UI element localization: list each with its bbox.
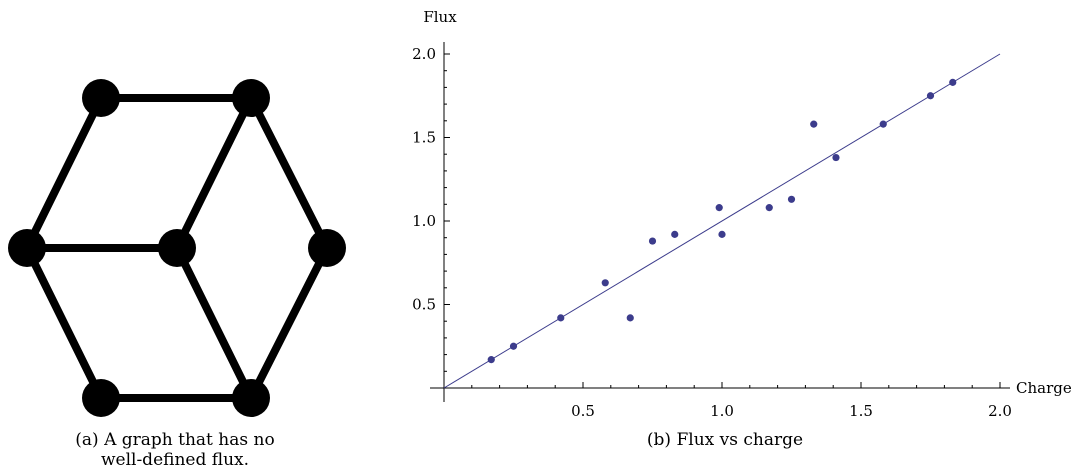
chart-fit-line-group: [443, 53, 1001, 389]
data-point: [949, 78, 957, 86]
y-tick-label: 1.0: [412, 212, 436, 230]
flux-vs-charge-chart: 0.5 1.0 1.5 2.0 0.5 1.0 1.5 2.0 Flux Charge: [412, 8, 1072, 420]
data-point: [601, 279, 609, 287]
caption-a-line1: (a) A graph that has no: [75, 430, 275, 450]
graph-node-top-left: [82, 79, 120, 117]
data-point: [926, 92, 935, 100]
caption-a-line2: well-defined flux.: [100, 450, 250, 470]
x-tick-label: 1.5: [849, 402, 873, 420]
data-point: [626, 314, 634, 322]
data-point: [832, 153, 840, 162]
chart-axes: [430, 42, 1010, 402]
graph-node-left: [8, 229, 46, 267]
graph-edge-top-right-center: [173, 94, 255, 252]
data-point: [557, 314, 565, 322]
graph-edge-center-bottom-right: [173, 244, 255, 402]
x-tick-label: 1.0: [710, 402, 734, 420]
graph-panel: [8, 79, 346, 417]
x-tick-label: 2.0: [988, 402, 1012, 420]
graph-node-top-right: [232, 79, 270, 117]
graph-edge-top-left-left: [23, 94, 105, 252]
graph-node-bottom-left: [82, 379, 120, 417]
data-point: [810, 120, 818, 128]
graph-node-bottom-right: [232, 379, 270, 417]
graph-node-center: [158, 229, 196, 267]
y-axis-title: Flux: [423, 8, 457, 26]
data-point: [648, 237, 657, 245]
chart-points: [487, 78, 957, 364]
graph-edge-right-bottom-right: [247, 244, 331, 402]
graph-edge-top-right-right: [247, 94, 331, 252]
data-point: [787, 195, 796, 203]
graph-node-right: [308, 229, 346, 267]
y-tick-label: 0.5: [412, 296, 436, 314]
x-tick-label: 0.5: [571, 402, 595, 420]
data-point: [765, 204, 773, 212]
caption-a: (a) A graph that has no well-defined flu…: [70, 430, 280, 470]
fit-line: [443, 53, 1001, 389]
data-point: [487, 356, 495, 364]
y-tick-label: 2.0: [412, 45, 436, 63]
data-point: [879, 120, 887, 128]
chart-ticks: 0.5 1.0 1.5 2.0 0.5 1.0 1.5 2.0: [412, 45, 1012, 420]
y-tick-label: 1.5: [412, 129, 436, 147]
x-axis-title: Charge: [1016, 379, 1072, 397]
caption-b: (b) Flux vs charge: [646, 430, 804, 450]
data-point: [718, 230, 726, 238]
data-point: [715, 204, 723, 212]
graph-edge-left-bottom-left: [23, 244, 105, 402]
data-point: [671, 230, 679, 238]
data-point: [509, 342, 518, 350]
